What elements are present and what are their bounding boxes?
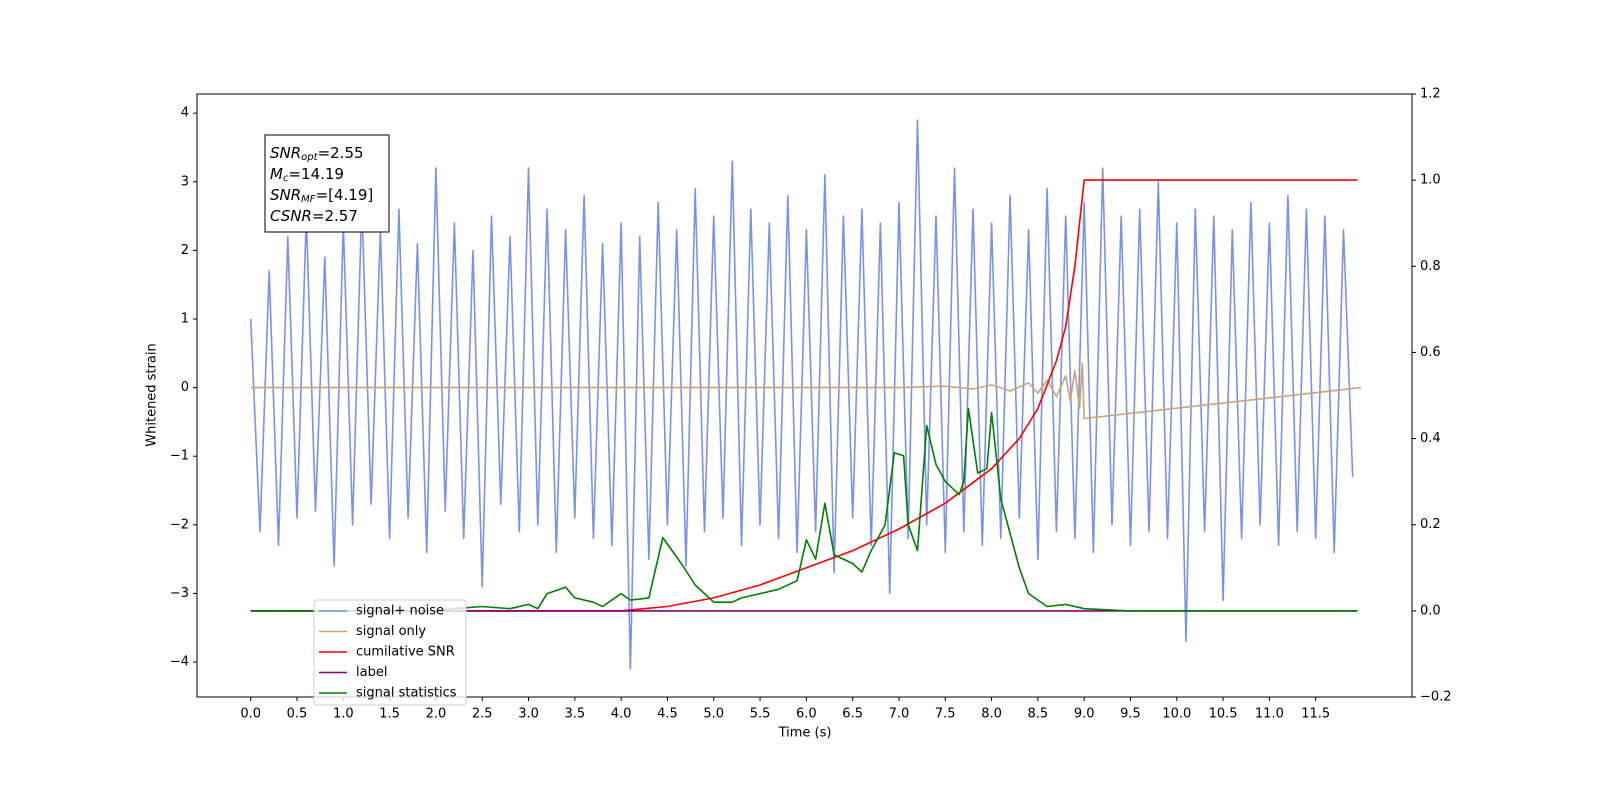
legend-box <box>313 599 467 706</box>
x-tick-label: 6.0 <box>796 707 817 722</box>
annotation: Mc=14.19 <box>270 165 344 185</box>
y-tick-label: 0 <box>181 380 189 395</box>
annotation-base: CSNR <box>270 207 312 225</box>
x-tick-label: 11.0 <box>1255 707 1284 722</box>
legend-label: signal statistics <box>356 686 457 701</box>
x-tick-label: 9.0 <box>1074 707 1095 722</box>
x-tick-label: 8.0 <box>981 707 1002 722</box>
x-tick-label: 5.0 <box>703 707 724 722</box>
y-tick-label: 3 <box>181 174 189 189</box>
x-tick-label: 1.0 <box>333 707 354 722</box>
y2-tick-label: 0.2 <box>1420 517 1441 532</box>
y-tick-label: −2 <box>170 517 189 532</box>
annotation-base: SNR <box>270 144 301 162</box>
x-tick-label: 10.0 <box>1162 707 1191 722</box>
annotation-sub: c <box>283 173 289 184</box>
annotation-text: =14.19 <box>288 165 344 183</box>
annotation: SNRMF=[4.19] <box>270 186 373 206</box>
plot-frame <box>196 93 1413 698</box>
y-tick-label: 1 <box>181 312 189 327</box>
y-axis-label: Whitened strain <box>145 343 160 446</box>
annotation: SNRopt=2.55 <box>270 144 364 164</box>
x-axis-label: Time (s) <box>778 726 832 741</box>
annotation-text: =2.55 <box>318 144 364 162</box>
annotation-text: =2.57 <box>312 207 358 225</box>
annotation-sub: opt <box>301 152 318 163</box>
x-tick-label: 11.5 <box>1301 707 1330 722</box>
y2-tick-label: 0.6 <box>1420 345 1441 360</box>
x-tick-label: 2.5 <box>472 707 493 722</box>
y-tick-label: −1 <box>170 449 189 464</box>
annotation-sub: MF <box>301 194 316 205</box>
x-tick-label: 7.5 <box>935 707 956 722</box>
legend-label: cumilative SNR <box>356 645 455 660</box>
x-tick-label: 4.0 <box>611 707 632 722</box>
y2-tick-label: 0.0 <box>1420 603 1441 618</box>
y2-tick-label: 0.8 <box>1420 259 1441 274</box>
x-tick-label: 1.5 <box>379 707 400 722</box>
annotation-box <box>264 134 390 233</box>
y2-tick-label: 1.0 <box>1420 173 1441 188</box>
series-line <box>250 179 1358 612</box>
annotation-base: SNR <box>270 186 301 204</box>
annotation-base: M <box>270 165 283 183</box>
series-line <box>250 407 1358 612</box>
x-tick-label: 7.0 <box>889 707 910 722</box>
y-tick-label: 4 <box>181 106 189 121</box>
x-tick-label: 3.0 <box>518 707 539 722</box>
annotation-text: =[4.19] <box>316 186 374 204</box>
y2-tick-label: 1.2 <box>1420 87 1441 102</box>
y2-tick-label: −0.2 <box>1420 690 1452 705</box>
x-tick-label: 5.5 <box>750 707 771 722</box>
y-tick-label: 2 <box>181 243 189 258</box>
x-tick-label: 6.5 <box>842 707 863 722</box>
x-tick-label: 4.5 <box>657 707 678 722</box>
x-tick-label: 10.5 <box>1209 707 1238 722</box>
legend-label: label <box>356 665 387 680</box>
x-tick-label: 0.0 <box>240 707 261 722</box>
series-line <box>250 362 1362 420</box>
x-tick-label: 0.5 <box>287 707 308 722</box>
series-line <box>249 119 1354 670</box>
y-tick-label: −3 <box>170 586 189 601</box>
y2-tick-label: 0.4 <box>1420 431 1441 446</box>
y-tick-label: −4 <box>170 655 189 670</box>
legend-label: signal+ noise <box>356 604 444 619</box>
legend-label: signal only <box>356 624 426 639</box>
annotation: CSNR=2.57 <box>270 207 358 225</box>
x-tick-label: 3.5 <box>564 707 585 722</box>
x-tick-label: 2.0 <box>426 707 447 722</box>
x-tick-label: 9.5 <box>1120 707 1141 722</box>
x-tick-label: 8.5 <box>1028 707 1049 722</box>
